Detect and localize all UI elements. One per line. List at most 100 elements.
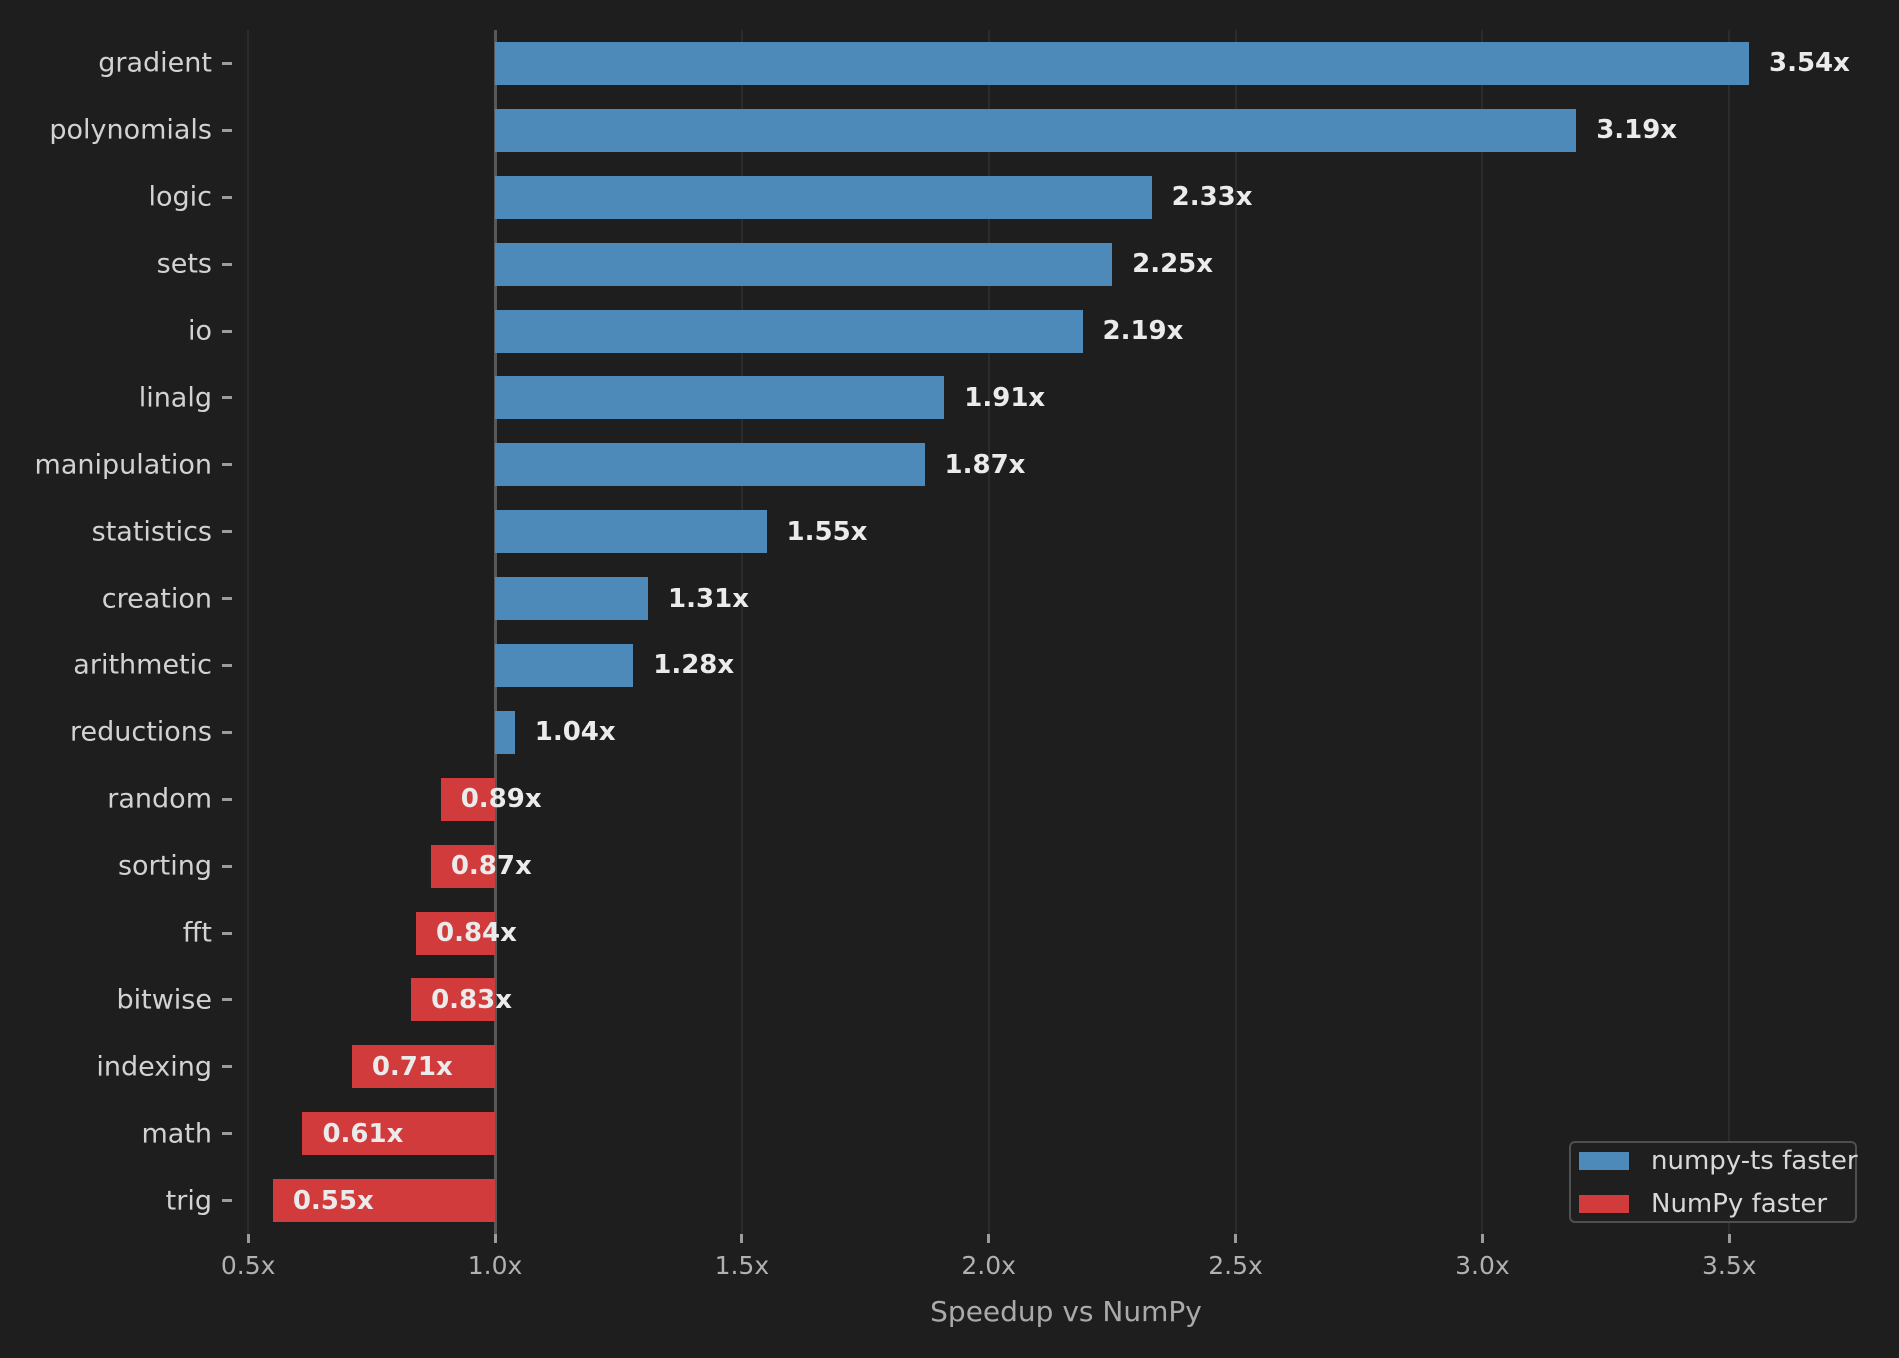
- bar-value-label: 0.61x: [322, 1118, 404, 1149]
- y-tick-mark: [222, 1065, 232, 1069]
- category-label-creation: creation: [101, 583, 212, 615]
- bar-gradient: [495, 41, 1749, 85]
- category-label-reductions: reductions: [69, 716, 212, 748]
- x-gridline: [247, 30, 250, 1234]
- category-label-polynomials: polynomials: [49, 114, 212, 146]
- bar-value-label: 0.87x: [450, 851, 532, 882]
- x-tick-mark: [1480, 1234, 1484, 1243]
- category-label-sets: sets: [156, 248, 212, 280]
- legend-item-numpy-ts-faster: numpy-ts faster: [1579, 1145, 1858, 1176]
- x-tick-label: 1.5x: [714, 1251, 770, 1280]
- legend-swatch-blue: [1579, 1151, 1629, 1170]
- x-gridline: [1481, 30, 1484, 1234]
- category-label-fft: fft: [182, 917, 212, 949]
- bar-value-label: 1.91x: [964, 382, 1046, 413]
- y-tick-mark: [222, 597, 232, 601]
- legend-swatch-red: [1579, 1194, 1629, 1213]
- bar-logic: [495, 175, 1152, 219]
- bar-reductions: [495, 710, 515, 754]
- bar-io: [495, 309, 1083, 353]
- bar-math: [302, 1112, 495, 1156]
- y-tick-mark: [222, 864, 232, 868]
- y-tick-mark: [222, 530, 232, 534]
- x-tick-label: 2.5x: [1208, 1251, 1263, 1280]
- y-tick-mark: [222, 730, 232, 734]
- x-tick-label: 0.5x: [220, 1251, 276, 1280]
- bar-fft: [416, 911, 495, 955]
- legend-item-numpy-faster: NumPy faster: [1579, 1189, 1855, 1219]
- category-label-logic: logic: [148, 181, 212, 213]
- bar-value-label: 2.19x: [1102, 316, 1184, 346]
- y-tick-mark: [222, 663, 232, 667]
- category-label-bitwise: bitwise: [116, 984, 213, 1016]
- legend: numpy-ts faster NumPy faster: [1569, 1141, 1858, 1223]
- x-gridline: [1728, 30, 1731, 1234]
- x-tick-mark: [1727, 1234, 1731, 1243]
- category-label-random: random: [107, 783, 212, 815]
- y-tick-mark: [222, 1199, 232, 1203]
- y-tick-mark: [222, 329, 232, 333]
- bar-sets: [495, 242, 1113, 286]
- bar-linalg: [495, 376, 945, 420]
- category-label-linalg: linalg: [138, 382, 212, 414]
- x-gridline: [1234, 30, 1237, 1234]
- category-label-manipulation: manipulation: [34, 449, 212, 481]
- category-label-sorting: sorting: [117, 850, 212, 882]
- x-tick-label: 2.0x: [961, 1251, 1016, 1280]
- y-tick-mark: [222, 1132, 232, 1136]
- bar-value-label: 3.54x: [1768, 48, 1850, 79]
- bar-value-label: 2.25x: [1132, 249, 1214, 280]
- y-tick-mark: [222, 931, 232, 935]
- x-axis-title: Speedup vs NumPy: [930, 1295, 1202, 1328]
- bar-value-label: 1.55x: [786, 516, 868, 547]
- y-tick-mark: [222, 463, 232, 467]
- x-tick-label: 3.5x: [1701, 1251, 1757, 1280]
- bar-indexing: [351, 1045, 495, 1089]
- bar-value-label: 0.89x: [460, 784, 542, 815]
- x-tick-mark: [740, 1234, 744, 1243]
- y-tick-mark: [222, 128, 232, 132]
- x-tick-mark: [246, 1234, 250, 1243]
- bar-value-label: 0.55x: [292, 1185, 374, 1216]
- bar-sorting: [430, 844, 495, 888]
- y-tick-mark: [222, 797, 232, 801]
- legend-label: NumPy faster: [1651, 1188, 1828, 1219]
- x-tick-mark: [1234, 1234, 1238, 1243]
- bar-manipulation: [495, 443, 925, 487]
- y-tick-mark: [222, 61, 232, 65]
- x-tick-mark: [493, 1234, 497, 1243]
- bar-arithmetic: [495, 643, 634, 687]
- bar-value-label: 0.83x: [431, 984, 512, 1015]
- y-tick-mark: [222, 195, 232, 199]
- bar-statistics: [495, 510, 767, 554]
- bar-value-label: 0.71x: [371, 1051, 453, 1082]
- x-gridline: [987, 30, 990, 1234]
- bar-value-label: 1.28x: [653, 650, 735, 681]
- bar-value-label: 0.84x: [436, 918, 517, 948]
- category-label-indexing: indexing: [96, 1051, 212, 1083]
- y-tick-mark: [222, 396, 232, 400]
- x-tick-mark: [987, 1234, 991, 1243]
- category-label-gradient: gradient: [98, 47, 212, 79]
- baseline-line: [493, 30, 497, 1234]
- y-tick-mark: [222, 262, 232, 266]
- bar-trig: [272, 1179, 495, 1223]
- bar-random: [440, 777, 495, 821]
- category-label-trig: trig: [165, 1185, 212, 1217]
- category-label-arithmetic: arithmetic: [73, 649, 212, 681]
- category-label-io: io: [187, 315, 212, 347]
- bar-value-label: 1.04x: [534, 717, 616, 748]
- bar-value-label: 1.31x: [668, 583, 749, 614]
- y-tick-mark: [222, 998, 232, 1002]
- bar-value-label: 1.87x: [944, 449, 1026, 480]
- x-tick-label: 3.0x: [1455, 1251, 1510, 1280]
- legend-label: numpy-ts faster: [1651, 1145, 1858, 1176]
- bar-bitwise: [411, 978, 495, 1022]
- bar-value-label: 3.19x: [1596, 115, 1678, 146]
- x-gridline: [740, 30, 743, 1234]
- bar-polynomials: [495, 108, 1577, 152]
- bar-creation: [495, 577, 649, 621]
- category-label-math: math: [141, 1118, 212, 1150]
- x-tick-label: 1.0x: [467, 1251, 523, 1280]
